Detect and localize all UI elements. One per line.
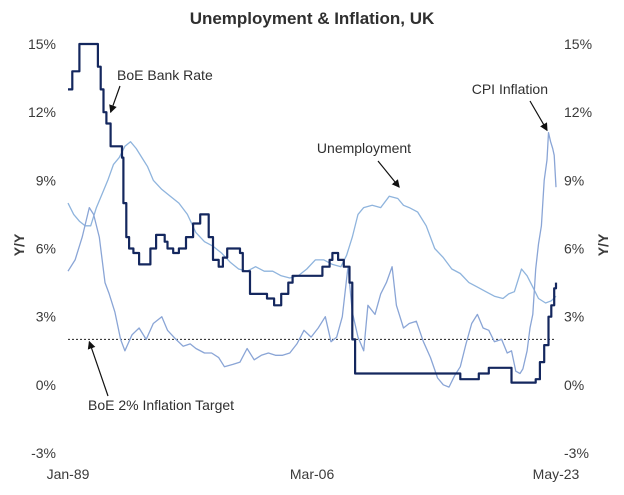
y-axis-title-left: Y/Y — [11, 233, 27, 256]
series-lines — [67, 42, 558, 388]
y-tick-label-left: 0% — [36, 377, 56, 393]
x-tick-label: Mar-06 — [290, 466, 335, 482]
y-tick-label-right: -3% — [564, 445, 589, 461]
annotation-arrow — [529, 100, 548, 132]
annotations: BoE Bank Rate CPI Inflation Unemployment Bo… — [87, 67, 548, 413]
y-tick-label-right: 6% — [564, 241, 584, 257]
annotation-unemployment: Unemployment — [317, 140, 411, 156]
chart-title: Unemployment & Inflation, UK — [190, 9, 435, 28]
series-line-boe-bank-rate — [68, 42, 558, 384]
x-tick-label: Jan-89 — [47, 466, 90, 482]
annotation-arrow — [109, 85, 121, 114]
x-tick-labels: Jan-89 Mar-06 May-23 — [47, 466, 580, 482]
y-tick-label-left: 9% — [36, 172, 56, 188]
y-tick-label-left: -3% — [31, 445, 56, 461]
y-tick-label-right: 9% — [564, 172, 584, 188]
y-tick-label-right: 0% — [564, 377, 584, 393]
annotation-boe-bank-rate: BoE Bank Rate — [117, 67, 213, 83]
annotation-arrow — [377, 160, 400, 188]
annotation-cpi-inflation: CPI Inflation — [472, 81, 548, 97]
y-axis-title-right: Y/Y — [595, 233, 611, 256]
y-tick-label-left: 15% — [28, 36, 56, 52]
annotation-arrow — [87, 340, 109, 397]
y-tick-label-right: 3% — [564, 309, 584, 325]
y-tick-labels-left: -3% 0% 3% 6% 9% 12% 15% — [28, 36, 56, 461]
y-tick-label-right: 15% — [564, 36, 592, 52]
series-line-cpi-inflation — [67, 131, 557, 388]
y-tick-label-right: 12% — [564, 104, 592, 120]
y-tick-label-left: 3% — [36, 309, 56, 325]
y-tick-label-left: 12% — [28, 104, 56, 120]
x-tick-label: May-23 — [533, 466, 580, 482]
y-tick-labels-right: -3% 0% 3% 6% 9% 12% 15% — [564, 36, 592, 461]
annotation-boe-2-inflation-target: BoE 2% Inflation Target — [88, 397, 234, 413]
series-line-unemployment — [67, 141, 557, 304]
y-tick-label-left: 6% — [36, 241, 56, 257]
